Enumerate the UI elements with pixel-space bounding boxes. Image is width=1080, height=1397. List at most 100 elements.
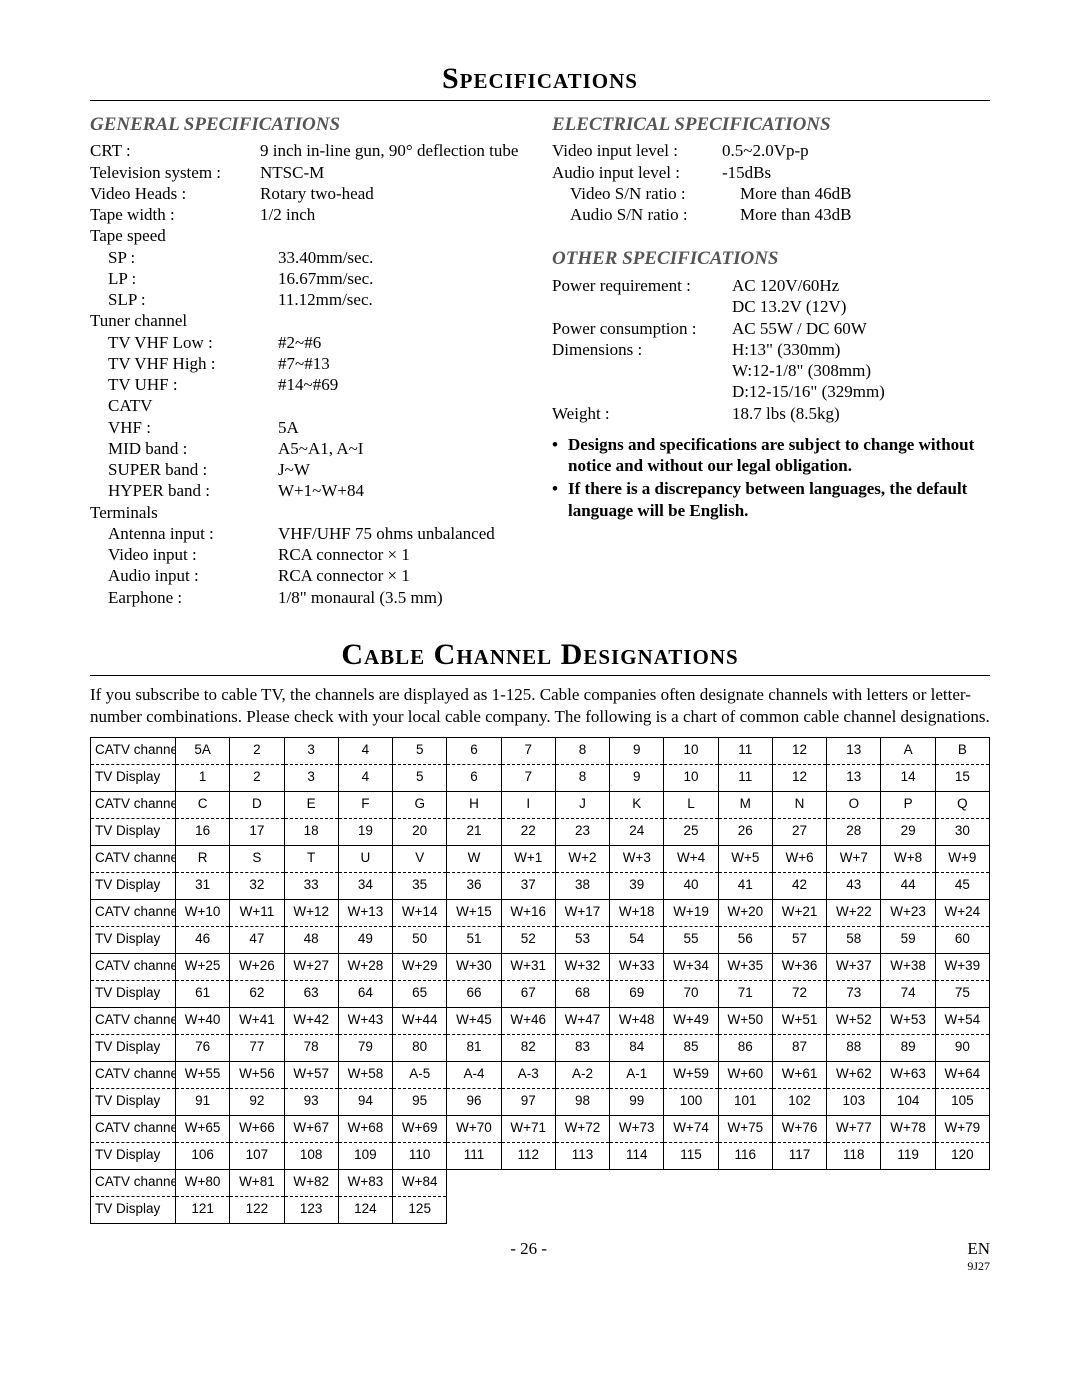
tvd-cell: 34: [338, 872, 392, 899]
tvd-cell: 60: [935, 926, 989, 953]
audlvl-label: Audio input level :: [552, 162, 722, 183]
catv-row-header: CATV channel: [91, 1061, 176, 1088]
catv-cell: W+83: [338, 1169, 392, 1196]
vidlvl-label: Video input level :: [552, 140, 722, 161]
spec-columns: GENERAL SPECIFICATIONS CRT :9 inch in-li…: [90, 109, 990, 608]
catv-cell: [610, 1169, 664, 1196]
catv-cell: W+71: [501, 1115, 555, 1142]
note-2: If there is a discrepancy between langua…: [568, 478, 990, 521]
catv-cell: W+61: [772, 1061, 826, 1088]
tvd-cell: 69: [610, 980, 664, 1007]
tvd-cell: 25: [664, 818, 718, 845]
audlvl-value: -15dBs: [722, 162, 990, 183]
catv-cell: W+80: [176, 1169, 230, 1196]
tvd-cell: 12: [772, 764, 826, 791]
tvd-cell: 89: [881, 1034, 935, 1061]
catv-cell: W+35: [718, 953, 772, 980]
catv-cell: C: [176, 791, 230, 818]
catv-cell: W+36: [772, 953, 826, 980]
tvd-cell: 14: [881, 764, 935, 791]
catv-cell: W+51: [772, 1007, 826, 1034]
page-number: - 26 -: [510, 1238, 547, 1274]
catv-cell: W+7: [827, 845, 881, 872]
crt-label: CRT :: [90, 140, 260, 161]
tvd-row-header: TV Display: [91, 926, 176, 953]
tvd-cell: 88: [827, 1034, 881, 1061]
tvd-cell: 15: [935, 764, 989, 791]
tvd-row-header: TV Display: [91, 1196, 176, 1223]
tvd-cell: [555, 1196, 609, 1223]
tvd-cell: 28: [827, 818, 881, 845]
tvd-cell: 116: [718, 1142, 772, 1169]
tvd-cell: 104: [881, 1088, 935, 1115]
catv-cell: W+47: [555, 1007, 609, 1034]
cable-intro: If you subscribe to cable TV, the channe…: [90, 684, 990, 727]
catv-cell: W+43: [338, 1007, 392, 1034]
blank: [552, 360, 732, 381]
sp-value: 33.40mm/sec.: [278, 247, 528, 268]
catv-cell: W+3: [610, 845, 664, 872]
vidlvl-value: 0.5~2.0Vp-p: [722, 140, 990, 161]
tvd-cell: 23: [555, 818, 609, 845]
tvd-cell: 109: [338, 1142, 392, 1169]
catv-cell: W+27: [284, 953, 338, 980]
tvd-cell: 41: [718, 872, 772, 899]
uhf-value: #14~#69: [278, 374, 528, 395]
heads-label: Video Heads :: [90, 183, 260, 204]
catv-cell: W+12: [284, 899, 338, 926]
tvd-cell: 21: [447, 818, 501, 845]
tvd-cell: 110: [393, 1142, 447, 1169]
catv-cell: 10: [664, 737, 718, 764]
catv-cell: W+84: [393, 1169, 447, 1196]
tapew-value: 1/2 inch: [260, 204, 528, 225]
catv-cell: 4: [338, 737, 392, 764]
crt-value: 9 inch in-line gun, 90° deflection tube: [260, 140, 528, 161]
rule: [90, 100, 990, 101]
catv-cell: O: [827, 791, 881, 818]
tvd-cell: 77: [230, 1034, 284, 1061]
tvd-cell: 122: [230, 1196, 284, 1223]
catv-row-header: CATV channel: [91, 737, 176, 764]
tvd-row-header: TV Display: [91, 1088, 176, 1115]
tvd-cell: 30: [935, 818, 989, 845]
tvd-cell: 101: [718, 1088, 772, 1115]
pcon-label: Power consumption :: [552, 318, 732, 339]
tvd-row-header: TV Display: [91, 764, 176, 791]
tvd-cell: 98: [555, 1088, 609, 1115]
vhf-value: 5A: [278, 417, 528, 438]
tvd-cell: 120: [935, 1142, 989, 1169]
tvd-cell: 9: [610, 764, 664, 791]
catv-cell: W+24: [935, 899, 989, 926]
tvd-row-header: TV Display: [91, 1142, 176, 1169]
tvd-cell: 95: [393, 1088, 447, 1115]
footer-lang: EN: [967, 1238, 990, 1259]
catv-cell: N: [772, 791, 826, 818]
tvd-cell: [718, 1196, 772, 1223]
tvsys-value: NTSC-M: [260, 162, 528, 183]
tvd-cell: 35: [393, 872, 447, 899]
tvd-cell: 37: [501, 872, 555, 899]
tvd-cell: 92: [230, 1088, 284, 1115]
catv-cell: K: [610, 791, 664, 818]
tvd-cell: 52: [501, 926, 555, 953]
catv-cell: W+48: [610, 1007, 664, 1034]
catv-cell: [501, 1169, 555, 1196]
tvd-cell: 119: [881, 1142, 935, 1169]
tvd-cell: 48: [284, 926, 338, 953]
notes: •Designs and specifications are subject …: [552, 434, 990, 521]
tvd-cell: 40: [664, 872, 718, 899]
tvd-cell: 93: [284, 1088, 338, 1115]
footer-code: 9J27: [967, 1259, 990, 1274]
vhflow-value: #2~#6: [278, 332, 528, 353]
tvd-cell: 82: [501, 1034, 555, 1061]
catv-cell: D: [230, 791, 284, 818]
catv-cell: W+63: [881, 1061, 935, 1088]
catv-cell: W+34: [664, 953, 718, 980]
tvd-cell: 65: [393, 980, 447, 1007]
catv-cell: [718, 1169, 772, 1196]
catv-cell: [881, 1169, 935, 1196]
catv-cell: 13: [827, 737, 881, 764]
catv-cell: W+53: [881, 1007, 935, 1034]
pwr-value2: DC 13.2V (12V): [732, 296, 990, 317]
asn-label: Audio S/N ratio :: [552, 204, 740, 225]
